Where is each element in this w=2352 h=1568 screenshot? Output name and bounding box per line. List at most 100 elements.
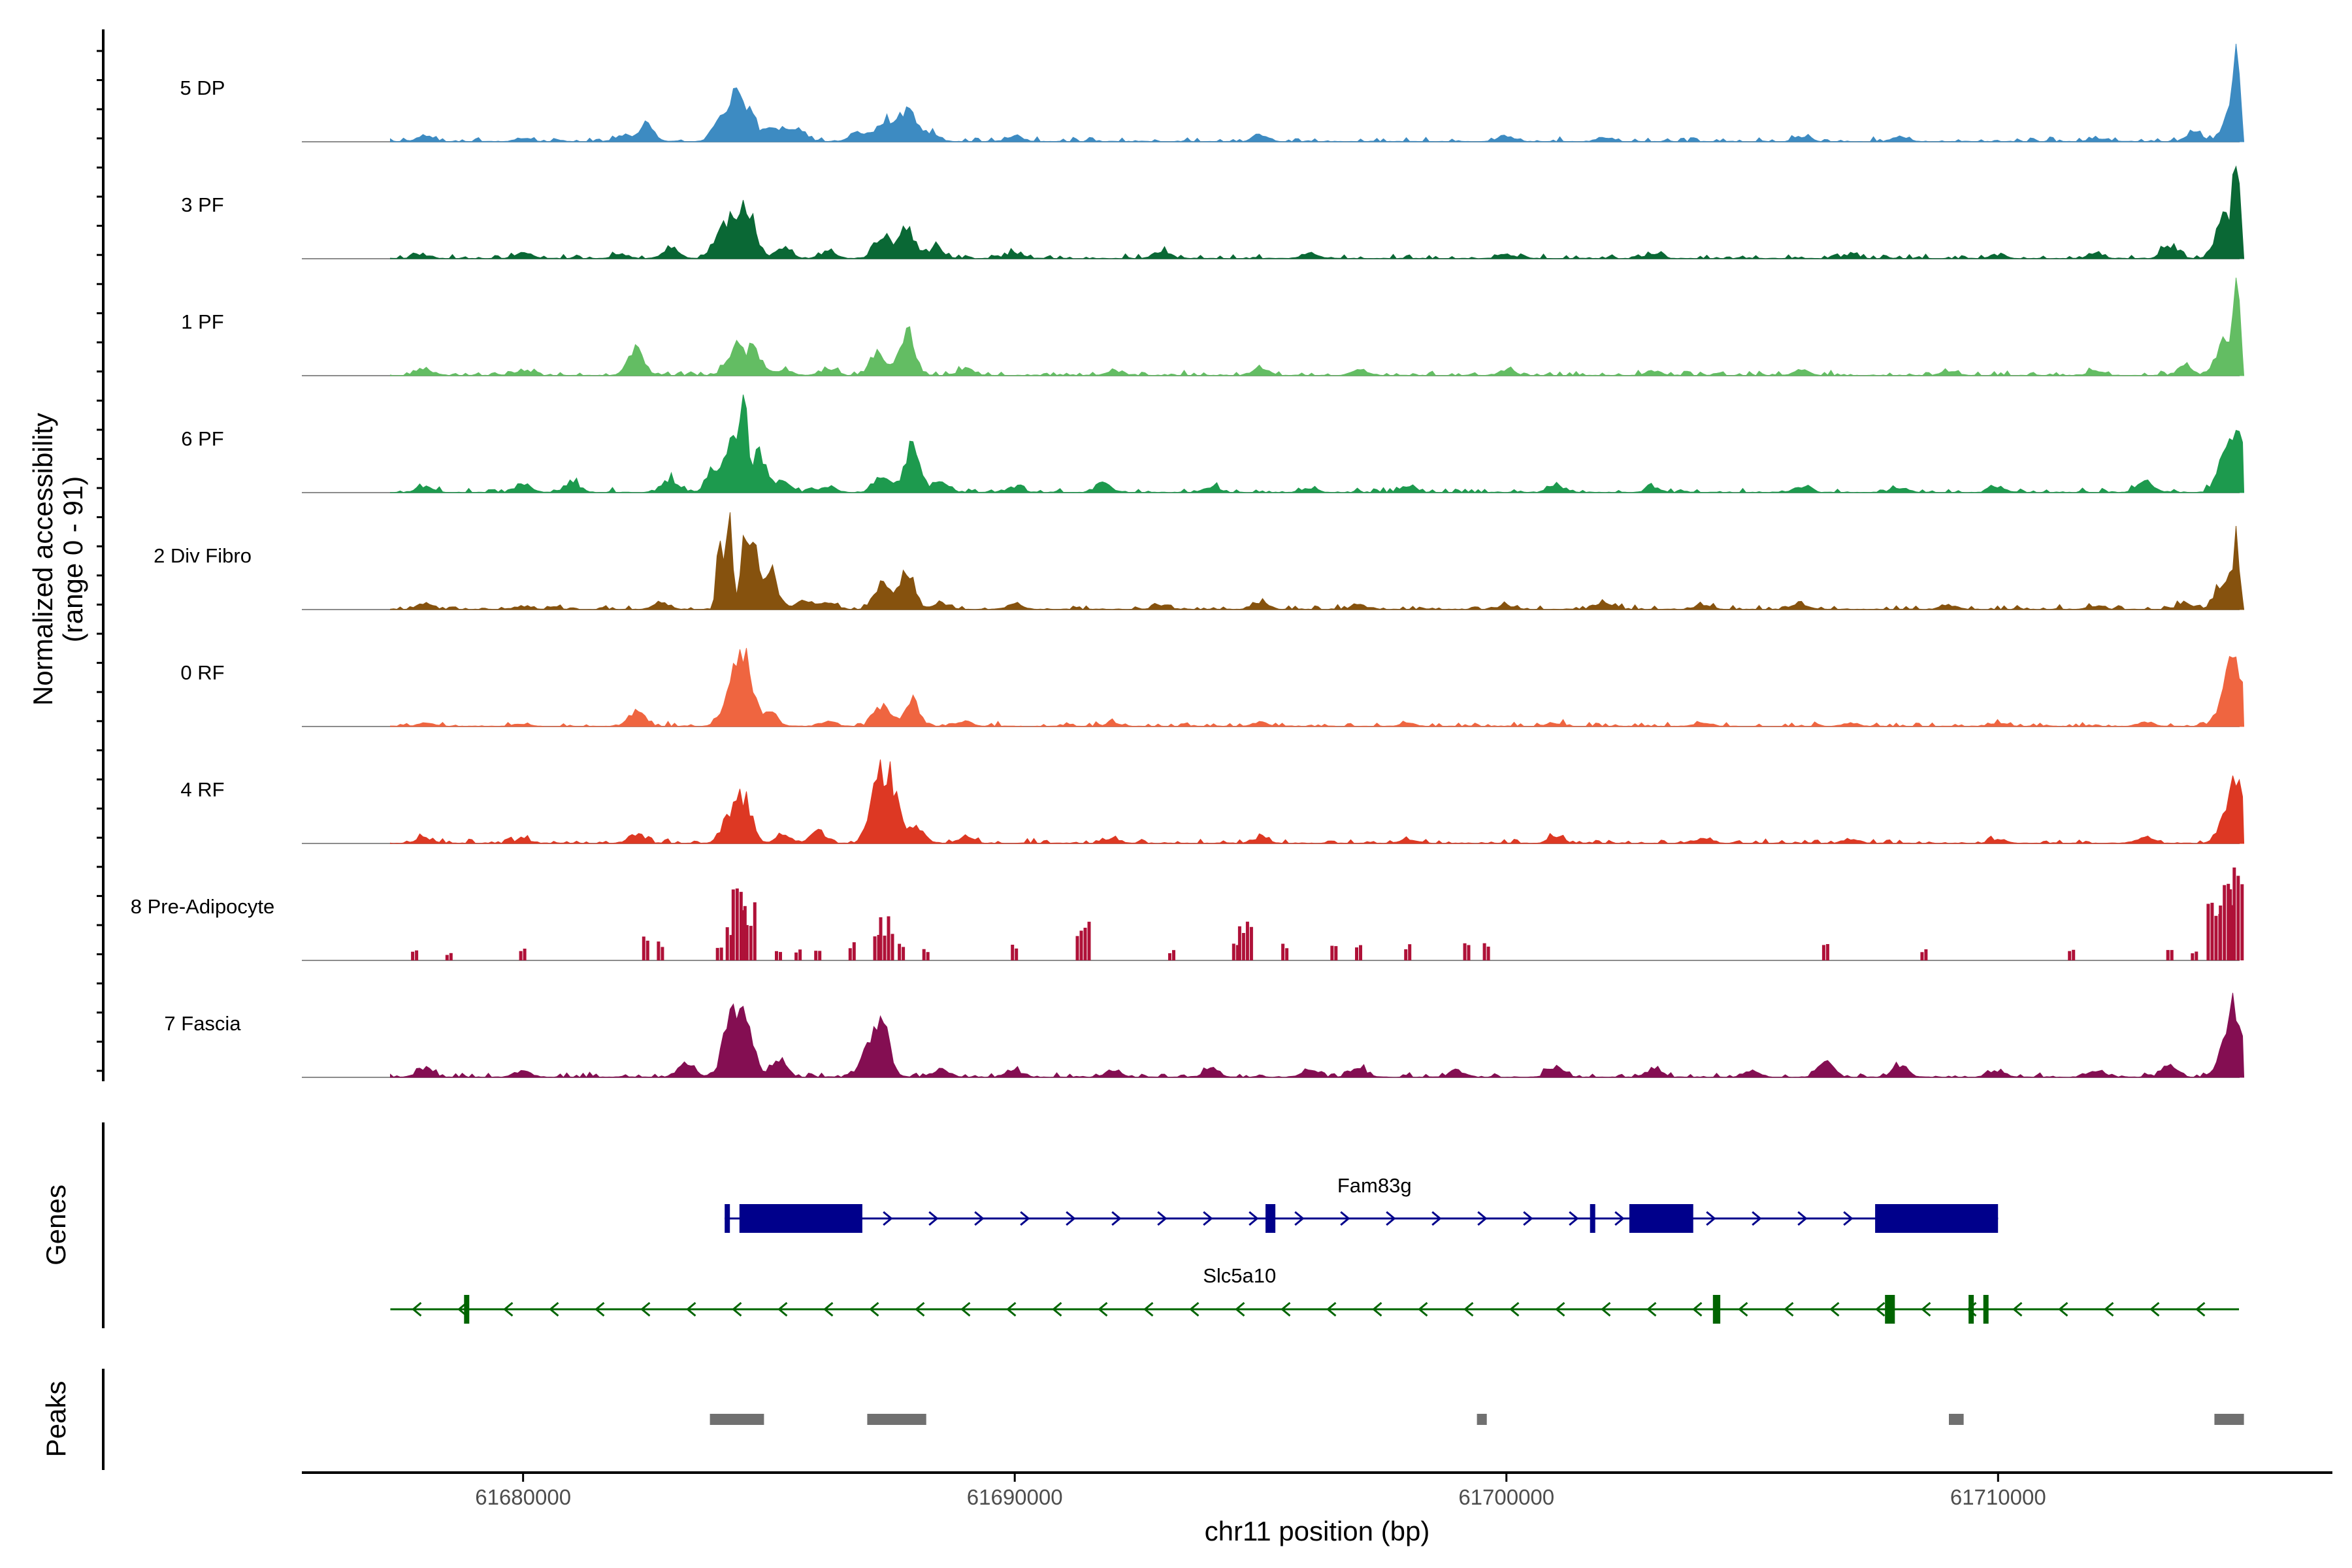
- strand-arrow: [823, 1301, 834, 1317]
- strand-arrow: [1692, 1301, 1703, 1317]
- coverage-bar: [887, 916, 890, 960]
- coverage-bar: [1232, 943, 1235, 960]
- coverage-bar: [715, 947, 719, 960]
- accessibility-axis-ticks: [97, 50, 103, 1072]
- coverage-bar: [415, 950, 419, 960]
- coverage-bar: [725, 927, 729, 960]
- strand-arrow: [1098, 1301, 1108, 1317]
- strand-arrow: [595, 1301, 605, 1317]
- coverage-bar: [745, 924, 749, 960]
- track-1-pf: 1 PF: [181, 277, 2245, 376]
- y-axis-title-main: Normalized accessibility: [27, 413, 58, 706]
- track-4-rf: 4 RF: [180, 759, 2245, 844]
- strand-arrow: [1052, 1301, 1062, 1317]
- coverage-bar: [2232, 867, 2236, 960]
- coverage-bar: [879, 917, 883, 960]
- strand-arrow: [1111, 1211, 1122, 1226]
- coverage-bar: [1235, 945, 1239, 960]
- coverage-bar: [2072, 949, 2076, 960]
- coverage-bar: [1825, 944, 1829, 960]
- strand-arrow: [1523, 1211, 1533, 1226]
- strand-arrow: [1614, 1211, 1625, 1226]
- coverage-bar: [1355, 947, 1358, 960]
- coverage-bar: [779, 952, 782, 960]
- strand-arrow: [1784, 1301, 1794, 1317]
- peaks-title: Peaks: [41, 1381, 71, 1458]
- coverage-bar: [519, 951, 523, 960]
- track-label: 5 DP: [180, 76, 225, 99]
- coverage-bar: [1083, 928, 1087, 960]
- coverage-bar: [2191, 953, 2195, 960]
- y-axis-title-range: (range 0 - 91): [57, 476, 88, 642]
- coverage-bar: [794, 952, 798, 960]
- strand-arrow: [1797, 1211, 1808, 1226]
- strand-arrow: [1843, 1211, 1854, 1226]
- gene-exon: [739, 1204, 862, 1233]
- gene-exon: [1983, 1295, 1989, 1324]
- gene-exon: [1266, 1204, 1276, 1233]
- peak-region: [1477, 1414, 1487, 1425]
- track-2-div-fibro: 2 Div Fibro: [154, 512, 2245, 610]
- coverage-bar: [1467, 945, 1471, 960]
- coverage-bar: [2236, 875, 2240, 960]
- accessibility-tracks: 5 DP 3 PF 1 PF 6 PF 2 Div Fibro 0 RF 4 RF 8 Pre…: [131, 43, 2245, 1078]
- coverage-bar: [1015, 948, 1019, 960]
- genes-panel-title: Genes: [41, 1184, 71, 1266]
- strand-arrow: [2104, 1301, 2114, 1317]
- strand-arrow: [777, 1301, 788, 1317]
- coverage-bar: [2170, 950, 2174, 960]
- coverage-bar: [902, 947, 906, 960]
- track-label: 4 RF: [180, 778, 224, 801]
- strand-arrow: [869, 1301, 879, 1317]
- coverage-bar: [1172, 950, 1175, 960]
- x-tick-label: 61710000: [1950, 1485, 2046, 1509]
- x-tick-label: 61690000: [967, 1485, 1063, 1509]
- coverage-bar: [1404, 949, 1408, 960]
- y-axis-title: Normalized accessibility (range 0 - 91): [27, 413, 88, 706]
- coverage-bar: [719, 947, 723, 960]
- strand-arrow: [1281, 1301, 1291, 1317]
- coverage-bar: [1330, 945, 1334, 960]
- strand-arrow: [2012, 1301, 2023, 1317]
- coverage-bar: [739, 892, 743, 960]
- strand-arrow: [1372, 1301, 1382, 1317]
- coverage-bar: [1920, 952, 1924, 960]
- coverage-bar: [1334, 946, 1338, 960]
- coverage-bar: [1249, 926, 1253, 960]
- x-tick-label: 61680000: [475, 1485, 571, 1509]
- strand-arrow: [686, 1301, 696, 1317]
- coverage-bar: [1486, 946, 1490, 960]
- strand-arrow: [549, 1301, 559, 1317]
- coverage-bar: [852, 942, 856, 960]
- coverage-bar: [1011, 945, 1015, 960]
- strand-arrow: [1189, 1301, 1200, 1317]
- strand-arrow: [732, 1301, 742, 1317]
- coverage-bar: [775, 951, 778, 960]
- coverage-bar: [2227, 883, 2230, 960]
- coverage-bar: [411, 951, 415, 960]
- gene-label: Fam83g: [1337, 1174, 1412, 1197]
- track-5-dp: 5 DP: [180, 43, 2245, 142]
- coverage-bar: [873, 936, 877, 960]
- coverage-area: [389, 43, 2245, 142]
- coverage-bar: [1245, 921, 1249, 960]
- strand-arrow: [1706, 1211, 1716, 1226]
- gene-exon: [1712, 1295, 1721, 1324]
- coverage-bar: [2195, 951, 2198, 960]
- strand-arrow: [1601, 1301, 1611, 1317]
- gene-exon: [1590, 1204, 1595, 1233]
- track-6-pf: 6 PF: [181, 394, 2245, 493]
- coverage-bar: [1168, 953, 1171, 960]
- coverage-bar: [926, 952, 930, 960]
- strand-arrow: [1829, 1301, 1840, 1317]
- strand-arrow: [1249, 1211, 1259, 1226]
- coverage-bar: [523, 949, 527, 960]
- strand-arrow: [2149, 1301, 2160, 1317]
- coverage-area: [389, 512, 2245, 610]
- strand-arrow: [1386, 1211, 1396, 1226]
- strand-arrow: [1143, 1301, 1154, 1317]
- coverage-bar: [2229, 889, 2232, 960]
- coverage-bar: [2230, 905, 2234, 960]
- coverage-bar: [445, 955, 449, 960]
- coverage-bar: [1079, 930, 1083, 960]
